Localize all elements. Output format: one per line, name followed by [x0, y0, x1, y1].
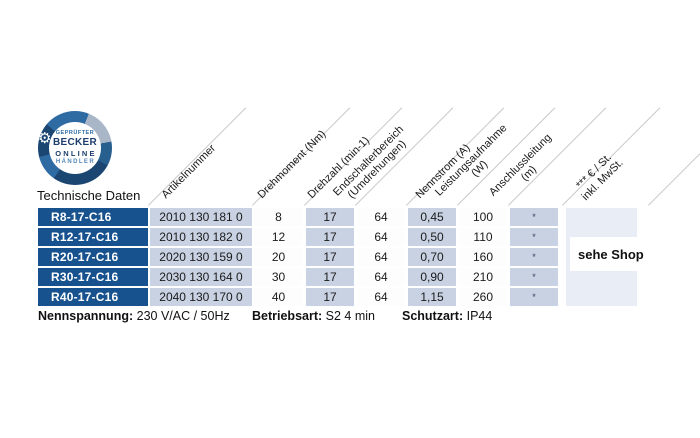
cell-artikelnummer: 2010 130 182 0	[150, 228, 252, 246]
cell-nennstrom: 1,15	[408, 288, 456, 306]
cell-model: R20-17-C16	[38, 248, 148, 266]
schutzart-label: Schutzart:	[402, 309, 464, 323]
cell-anschluss: *	[510, 288, 558, 306]
cell-drehmoment: 30	[254, 268, 303, 286]
cell-leistung: 160	[459, 248, 507, 266]
cell-drehzahl: 17	[306, 228, 354, 246]
betriebsart-value: S2 4 min	[322, 309, 375, 323]
cell-endschalter: 64	[357, 228, 405, 246]
cell-endschalter: 64	[357, 248, 405, 266]
header-divider-line	[648, 107, 700, 206]
shop-note: sehe Shop	[578, 246, 644, 262]
cell-artikelnummer: 2020 130 159 0	[150, 248, 252, 266]
cell-drehmoment: 8	[254, 208, 303, 226]
cell-drehmoment: 40	[254, 288, 303, 306]
cell-drehzahl: 17	[306, 248, 354, 266]
column-header-artikelnummer: Artikelnummer	[159, 142, 219, 201]
badge-line-becker: BECKER	[52, 136, 98, 148]
cell-nennstrom: 0,45	[408, 208, 456, 226]
section-title: Technische Daten	[37, 188, 141, 203]
schutzart-value: IP44	[463, 309, 493, 323]
cell-artikelnummer: 2030 130 164 0	[150, 268, 252, 286]
cell-model: R8-17-C16	[38, 208, 148, 226]
cell-drehmoment: 20	[254, 248, 303, 266]
spec-schutzart: Schutzart: IP44	[402, 309, 492, 323]
cell-endschalter: 64	[357, 268, 405, 286]
nennspannung-value: 230 V/AC / 50Hz	[133, 309, 230, 323]
cell-endschalter: 64	[357, 288, 405, 306]
cell-anschluss: *	[510, 208, 558, 226]
cell-model: R12-17-C16	[38, 228, 148, 246]
badge-line-haendler: HÄNDLER	[55, 158, 96, 165]
badge-line-online: ONLINE	[55, 149, 97, 159]
spec-nennspannung: Nennspannung: 230 V/AC / 50Hz	[38, 309, 230, 323]
cell-drehzahl: 17	[306, 208, 354, 226]
cell-anschluss: *	[510, 268, 558, 286]
nennspannung-label: Nennspannung:	[38, 309, 134, 323]
badge-inner: GEPRÜFTER BECKER ONLINE HÄNDLER	[49, 122, 101, 174]
shop-note-box: sehe Shop	[570, 237, 652, 271]
cell-leistung: 210	[459, 268, 507, 286]
cell-drehmoment: 12	[254, 228, 303, 246]
cell-endschalter: 64	[357, 208, 405, 226]
cell-artikelnummer: 2040 130 170 0	[150, 288, 252, 306]
cell-model: R30-17-C16	[38, 268, 148, 286]
column-header-preis: *** € / St. inkl. MwSt.	[574, 151, 626, 203]
cell-leistung: 100	[459, 208, 507, 226]
cell-nennstrom: 0,90	[408, 268, 456, 286]
cell-nennstrom: 0,70	[408, 248, 456, 266]
spec-betriebsart: Betriebsart: S2 4 min	[252, 309, 375, 323]
cell-model: R40-17-C16	[38, 288, 148, 306]
cell-leistung: 260	[459, 288, 507, 306]
cell-artikelnummer: 2010 130 181 0	[150, 208, 252, 226]
cell-anschluss: *	[510, 228, 558, 246]
cell-anschluss: *	[510, 248, 558, 266]
cell-drehzahl: 17	[306, 268, 354, 286]
cell-nennstrom: 0,50	[408, 228, 456, 246]
badge-line-geprueft: GEPRÜFTER	[55, 129, 95, 136]
cell-leistung: 110	[459, 228, 507, 246]
cell-drehzahl: 17	[306, 288, 354, 306]
gear-icon: ⚙	[38, 130, 52, 147]
becker-haendler-badge[interactable]: GEPRÜFTER BECKER ONLINE HÄNDLER ⚙	[38, 111, 112, 185]
betriebsart-label: Betriebsart:	[252, 309, 323, 323]
